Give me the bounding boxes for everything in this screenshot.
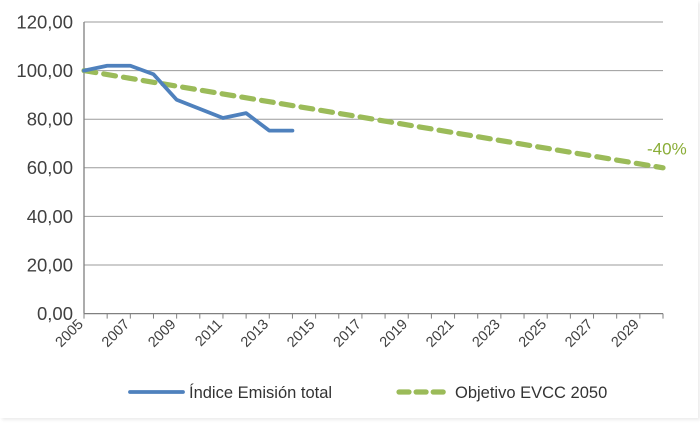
svg-text:80,00: 80,00 <box>27 109 73 130</box>
svg-text:2011: 2011 <box>192 317 225 350</box>
svg-text:2023: 2023 <box>470 317 504 351</box>
svg-text:2021: 2021 <box>423 317 457 351</box>
svg-text:2027: 2027 <box>562 317 596 351</box>
svg-text:2017: 2017 <box>331 317 365 351</box>
svg-text:2019: 2019 <box>377 317 411 351</box>
svg-text:2007: 2007 <box>99 317 133 351</box>
svg-text:40,00: 40,00 <box>27 206 73 227</box>
svg-text:Índice Emisión total: Índice Emisión total <box>189 383 332 402</box>
svg-text:2013: 2013 <box>238 317 272 351</box>
svg-text:2015: 2015 <box>284 317 318 351</box>
svg-text:60,00: 60,00 <box>27 157 73 178</box>
svg-text:2009: 2009 <box>145 317 179 351</box>
svg-text:0,00: 0,00 <box>37 303 73 324</box>
svg-text:120,00: 120,00 <box>16 12 73 33</box>
svg-text:2029: 2029 <box>609 317 643 351</box>
svg-text:100,00: 100,00 <box>16 60 73 81</box>
svg-text:-40%: -40% <box>647 140 687 159</box>
svg-text:2025: 2025 <box>516 317 550 351</box>
svg-text:20,00: 20,00 <box>27 254 73 275</box>
svg-text:Objetivo EVCC 2050: Objetivo EVCC 2050 <box>455 384 607 402</box>
